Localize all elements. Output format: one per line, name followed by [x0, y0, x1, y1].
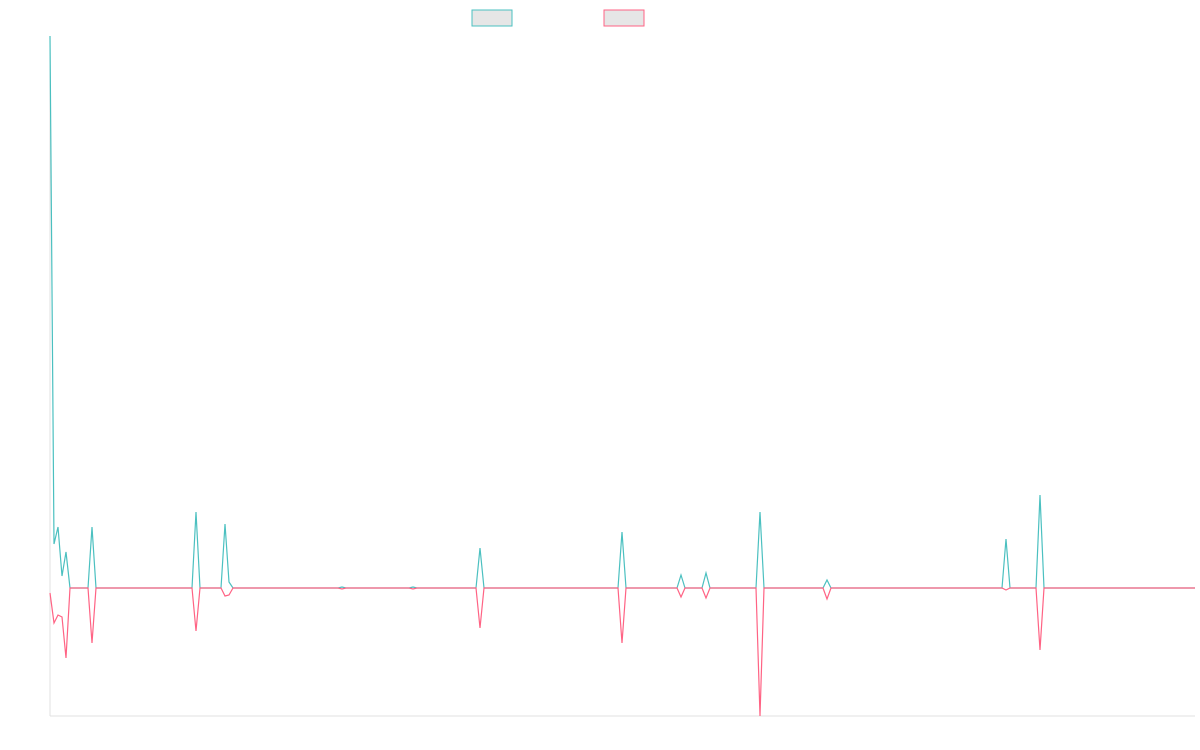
- line-series: [49, 587, 1195, 717]
- legend-swatch: [471, 9, 513, 27]
- line-series: [49, 35, 1195, 589]
- legend-swatch: [603, 9, 645, 27]
